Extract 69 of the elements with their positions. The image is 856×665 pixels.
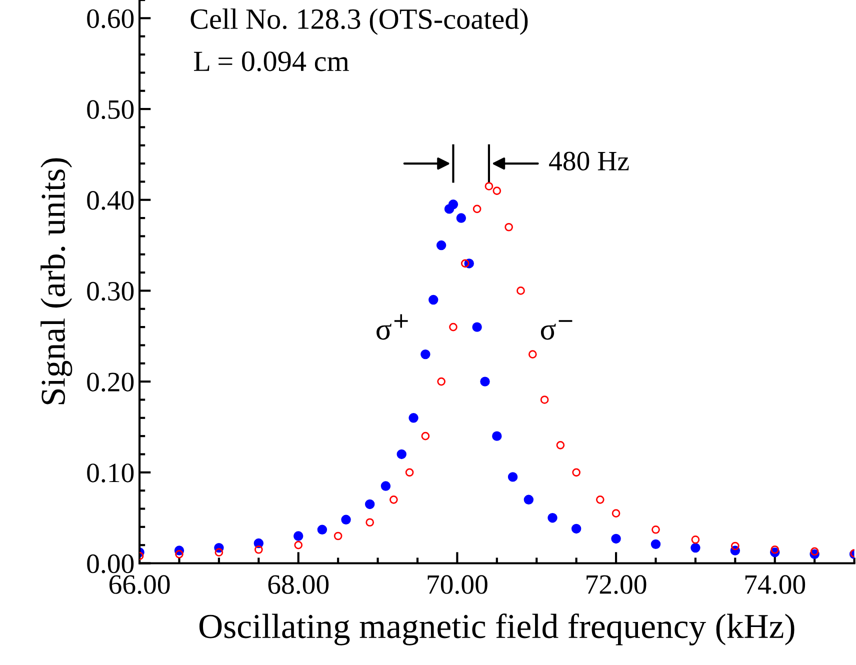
point bbox=[428, 294, 438, 305]
point bbox=[437, 377, 446, 386]
x-tick-label: 72.00 bbox=[586, 575, 646, 594]
point bbox=[548, 512, 558, 523]
point bbox=[294, 531, 304, 541]
annotation: 480 Hz bbox=[549, 152, 629, 170]
point bbox=[612, 509, 620, 518]
point bbox=[472, 322, 482, 332]
point bbox=[420, 349, 430, 360]
point bbox=[690, 542, 700, 553]
point bbox=[456, 213, 466, 223]
annotation: Cell No. 128.3 (OTS-coated) bbox=[190, 8, 528, 35]
point bbox=[492, 186, 502, 195]
point bbox=[508, 472, 518, 482]
point bbox=[596, 495, 604, 504]
point bbox=[770, 545, 780, 554]
point bbox=[810, 547, 819, 556]
y-tick-label: 0.30 bbox=[87, 282, 134, 301]
y-tick-label: 0.10 bbox=[87, 464, 134, 482]
x-axis-title: Oscillating magnetic field frequency (kHz) bbox=[199, 613, 794, 646]
point bbox=[652, 525, 660, 534]
y-tick-label: 0.20 bbox=[87, 372, 134, 392]
x-tick-label: 70.00 bbox=[428, 575, 488, 594]
point bbox=[448, 200, 458, 210]
point bbox=[556, 440, 565, 450]
point bbox=[334, 532, 342, 540]
y-tick-label: 0.50 bbox=[87, 100, 134, 120]
point bbox=[480, 376, 490, 386]
point bbox=[528, 350, 537, 358]
point bbox=[364, 499, 375, 510]
point bbox=[516, 286, 525, 295]
point bbox=[421, 432, 430, 440]
point bbox=[504, 222, 513, 232]
point bbox=[730, 542, 740, 550]
point bbox=[294, 540, 303, 550]
x-tick-label: 66.00 bbox=[109, 575, 170, 594]
point bbox=[460, 259, 470, 268]
point bbox=[540, 396, 549, 404]
y-tick-label: 0.00 bbox=[87, 554, 134, 574]
point bbox=[396, 449, 406, 460]
point bbox=[214, 548, 224, 557]
point bbox=[436, 240, 446, 250]
point bbox=[572, 468, 580, 477]
y-axis-title: Signal (arb. units) bbox=[40, 158, 72, 404]
y-tick-label: 0.40 bbox=[87, 191, 134, 210]
point bbox=[691, 535, 700, 544]
point bbox=[254, 545, 263, 554]
x-tick-label: 68.00 bbox=[268, 575, 329, 594]
point bbox=[408, 413, 418, 423]
point bbox=[611, 534, 621, 544]
point bbox=[571, 524, 582, 534]
point bbox=[484, 182, 494, 190]
point bbox=[380, 481, 391, 491]
point bbox=[472, 204, 482, 214]
point bbox=[175, 550, 184, 558]
point bbox=[366, 518, 374, 527]
point bbox=[449, 322, 458, 332]
point bbox=[492, 431, 502, 441]
point bbox=[405, 468, 414, 477]
x-tick-label: 74.00 bbox=[745, 575, 806, 594]
point bbox=[317, 524, 328, 535]
point bbox=[341, 514, 351, 525]
annotation: σ$^{−}$ bbox=[540, 320, 572, 340]
point bbox=[390, 495, 398, 504]
point bbox=[524, 494, 534, 505]
point bbox=[650, 539, 661, 550]
annotation: L = 0.094 cm bbox=[194, 52, 349, 72]
annotation: σ$^{+}$ bbox=[376, 314, 408, 340]
y-tick-label: 0.60 bbox=[87, 9, 134, 28]
